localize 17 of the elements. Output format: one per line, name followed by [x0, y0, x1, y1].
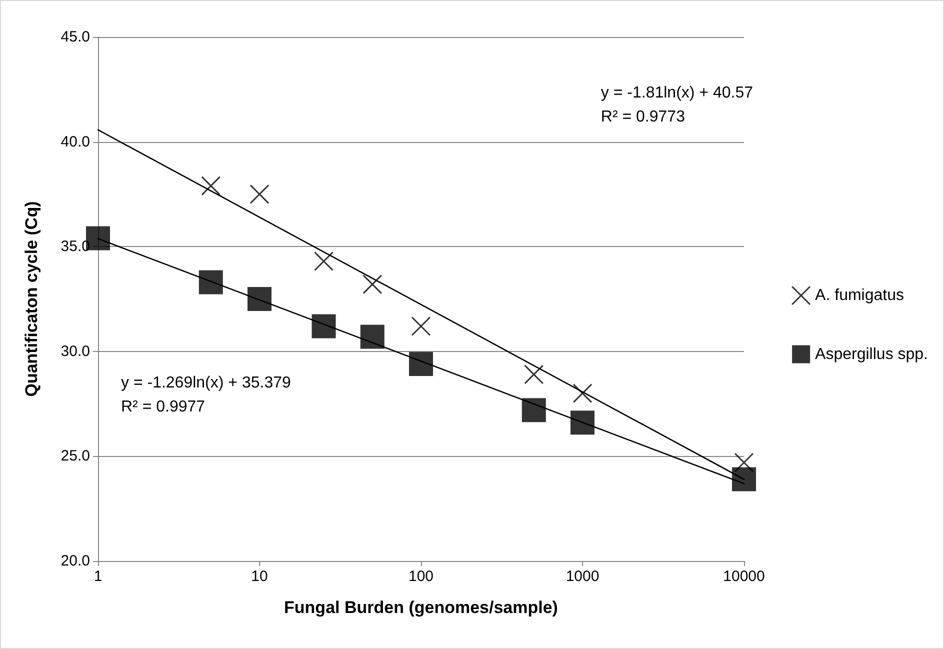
x-tick-label: 100 [408, 568, 434, 585]
legend-label: A. fumigatus [815, 287, 904, 304]
y-tick-label: 30.0 [60, 342, 90, 360]
legend-label: Aspergillus spp. [815, 346, 928, 363]
y-axis-title: Quantificaton cycle (Cq) [22, 201, 41, 397]
x-tick-label: 10 [251, 568, 268, 585]
x-tick-label: 1000 [566, 568, 600, 585]
y-tick-label: 35.0 [60, 238, 90, 256]
y-tick-label: 20.0 [60, 552, 90, 570]
x-axis-title: Fungal Burden (genomes/sample) [284, 598, 558, 617]
x-tick-label: 1 [94, 568, 102, 585]
annotation: y = -1.269ln(x) + 35.379 R² = 0.9977 [121, 374, 291, 416]
y-tick-label: 45.0 [60, 28, 90, 46]
x-tick-label: 10000 [723, 568, 765, 585]
y-tick-label: 40.0 [60, 133, 90, 150]
y-tick-label: 25.0 [60, 448, 90, 465]
annotation: y = -1.81ln(x) + 40.57 R² = 0.9773 [600, 84, 754, 126]
